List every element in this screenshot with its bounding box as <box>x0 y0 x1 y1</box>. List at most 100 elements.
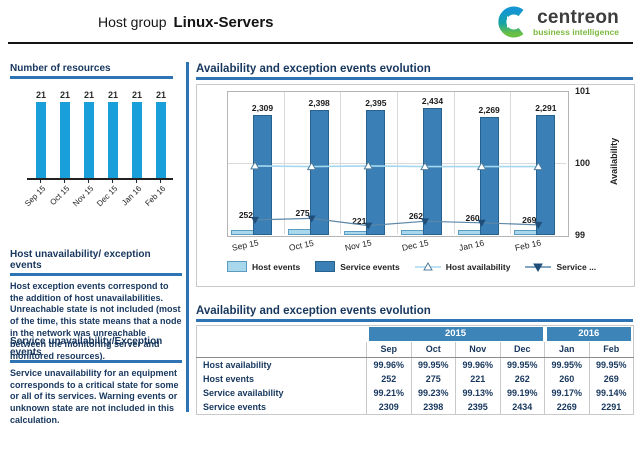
legend-item: Host availability <box>414 261 511 272</box>
value-cell: 262 <box>499 372 545 386</box>
service-events-bar <box>479 117 499 235</box>
service-events-value: 2,434 <box>421 96 444 106</box>
table-year-row: 2015 2016 <box>197 326 634 343</box>
service-events-value: 2,309 <box>251 103 274 113</box>
chart-x-label: Sep 15 <box>231 237 260 253</box>
year-group-cell: 2016 <box>545 326 634 343</box>
resources-bar-value: 21 <box>131 90 142 100</box>
host-availability-marker <box>363 160 374 170</box>
value-cell: 99.17% <box>544 386 590 400</box>
value-cell: 2291 <box>588 400 634 415</box>
year-group-cell: 2015 <box>367 326 545 343</box>
resources-bar <box>108 102 118 178</box>
service-events-value: 2,269 <box>478 105 500 115</box>
resources-axis-tick <box>64 179 65 183</box>
table-title: Availability and exception events evolut… <box>196 305 431 317</box>
table-row: Host events 252 275 221 262 260 269 <box>197 372 634 386</box>
value-cell: 99.96% <box>366 357 411 372</box>
service-availability-marker <box>534 221 543 229</box>
row-label: Service events <box>203 402 267 412</box>
host-availability-marker <box>306 161 317 171</box>
host-events-value: 269 <box>522 214 537 225</box>
vertical-divider <box>186 62 189 412</box>
horizontal-gridline <box>228 163 566 164</box>
sidebar-section-service: Service unavailability/Exception events … <box>10 336 182 426</box>
service-events-bar <box>536 115 556 235</box>
host-section-title-underline <box>10 273 182 276</box>
host-events-value: 275 <box>295 208 310 219</box>
chart-x-label: Dec 15 <box>401 237 430 253</box>
value-cell: 260 <box>544 372 590 386</box>
header-divider <box>8 42 633 44</box>
table-label-header <box>196 342 367 358</box>
resources-bar-value: 21 <box>107 90 118 100</box>
service-events-bar <box>253 115 272 235</box>
service-availability-marker <box>251 216 259 224</box>
row-label: Service availability <box>203 388 284 398</box>
service-events-value: 2,395 <box>365 98 387 108</box>
y2-tick-label: 101 <box>575 86 591 96</box>
availability-chart: 2,309 252 Sep 15 2,398 275 Oct 15 2,395 221 Nov … <box>196 84 635 287</box>
legend-item: Host events <box>227 261 300 272</box>
table-month-row: Sep Oct Nov Dec Jan Feb <box>196 342 634 358</box>
chart-x-label: Oct 15 <box>287 237 315 253</box>
chart-legend: Host events Service events Host availabili… <box>227 261 596 272</box>
host-events-value: 260 <box>465 212 480 223</box>
availability-table: 2015 2016 Sep Oct Nov Dec Jan Feb Host availabil… <box>196 325 635 415</box>
resources-axis-tick <box>160 179 161 183</box>
month-header: Jan <box>544 342 590 358</box>
value-cell: 2269 <box>544 400 590 415</box>
host-events-value: 252 <box>238 209 253 220</box>
resources-bar <box>156 102 166 178</box>
legend-label: Service events <box>340 261 400 272</box>
legend-swatch-service <box>315 261 336 272</box>
host-availability-line <box>254 165 539 168</box>
chart-x-label: Nov 15 <box>344 237 373 253</box>
logo-text: centreon business intelligence <box>533 8 619 37</box>
value-cell: 2309 <box>366 400 411 415</box>
sidebar-section-host: Host unavailability/ exception events Ho… <box>10 249 182 363</box>
resources-title-underline <box>10 76 173 79</box>
service-section-title-underline <box>10 360 182 363</box>
value-cell: 221 <box>455 372 500 386</box>
value-cell: 99.95% <box>410 357 456 372</box>
table-title-block: Availability and exception events evolut… <box>196 305 633 322</box>
value-cell: 99.95% <box>544 357 590 372</box>
chart-title: Availability and exception events evolut… <box>196 63 431 75</box>
service-events-bar <box>423 108 442 235</box>
value-cell: 275 <box>410 372 456 386</box>
host-events-value: 262 <box>408 211 423 222</box>
value-cell: 99.13% <box>455 386 500 400</box>
host-availability-marker <box>533 161 544 171</box>
resources-axis-tick <box>40 179 41 183</box>
service-section-body: Service unavailability for an equipment … <box>10 368 179 425</box>
resources-bar <box>36 102 46 178</box>
resources-axis-tick <box>112 179 113 183</box>
page-title-prefix: Host group <box>98 14 167 30</box>
table-row: Service events 2309 2398 2395 2434 2269 2291 <box>197 400 634 415</box>
service-events-value: 2,398 <box>308 98 330 108</box>
centreon-logo: centreon business intelligence <box>496 6 619 38</box>
resources-x-axis <box>27 178 173 180</box>
legend-label: Host availability <box>445 261 511 272</box>
host-availability-marker <box>420 161 430 171</box>
month-header: Oct <box>410 342 456 358</box>
value-cell: 2398 <box>410 400 456 415</box>
resources-bar-value: 21 <box>83 90 94 100</box>
resources-bar <box>132 102 142 178</box>
page-title-hostgroup: Linux-Servers <box>173 14 274 31</box>
service-availability-marker <box>477 219 486 227</box>
resources-axis-tick <box>136 179 137 183</box>
legend-label: Service ... <box>556 261 597 272</box>
month-header: Feb <box>588 342 634 358</box>
y2-axis-label: Availability <box>609 137 619 185</box>
service-availability-marker <box>421 218 429 226</box>
month-header: Sep <box>366 342 411 358</box>
resources-bar <box>60 102 70 178</box>
value-cell: 2395 <box>455 400 500 415</box>
value-cell: 2434 <box>499 400 545 415</box>
host-availability-marker <box>476 161 487 171</box>
host-section-body: Host exception events correspond to the … <box>10 281 182 362</box>
service--line <box>254 217 539 227</box>
chart-x-label: Jan 16 <box>457 237 485 253</box>
